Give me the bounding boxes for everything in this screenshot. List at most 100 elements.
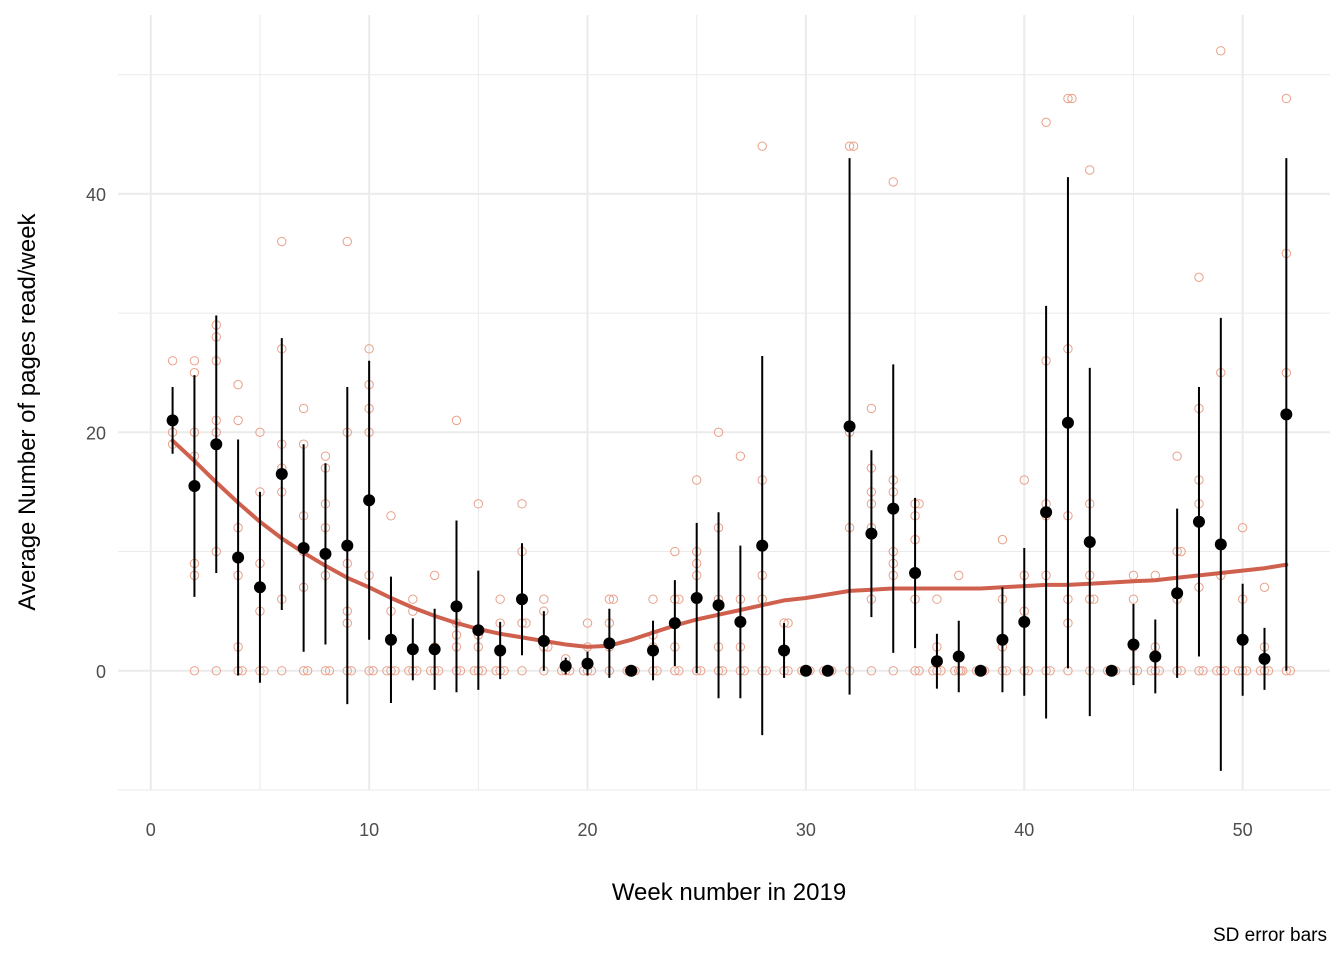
raw-data-point <box>473 499 484 509</box>
y-tick-label: 0 <box>96 662 106 682</box>
x-tick-label: 40 <box>1014 820 1034 840</box>
raw-data-point <box>997 534 1008 545</box>
raw-data-point <box>1198 666 1208 676</box>
raw-data-point <box>539 594 549 604</box>
raw-data-point <box>408 594 418 604</box>
raw-data-point <box>888 177 898 187</box>
mean-point <box>1040 506 1053 519</box>
mean-point <box>647 644 660 657</box>
mean-point <box>734 615 747 628</box>
mean-point <box>1192 515 1205 528</box>
raw-data-point <box>713 427 724 438</box>
raw-data-point <box>298 666 309 676</box>
raw-data-point <box>956 666 966 676</box>
mean-point <box>1280 408 1293 421</box>
raw-data-point <box>1085 165 1095 175</box>
raw-data-point <box>866 403 877 414</box>
mean-point <box>275 468 288 481</box>
raw-data-point <box>735 451 746 461</box>
raw-data-point <box>429 570 440 581</box>
raw-data-point <box>1019 475 1029 485</box>
raw-data-point <box>844 141 855 151</box>
x-tick-label: 30 <box>796 820 816 840</box>
mean-point <box>537 634 550 647</box>
mean-point <box>1083 536 1096 548</box>
raw-data-point <box>582 618 593 628</box>
mean-point <box>450 600 463 613</box>
raw-data-point <box>1063 93 1073 104</box>
raw-data-point <box>255 427 265 438</box>
y-axis-title: Average Number of pages read/week <box>14 212 41 610</box>
mean-point <box>625 664 638 677</box>
raw-data-point <box>1194 666 1204 676</box>
raw-data-point <box>1194 272 1204 283</box>
x-tick-labels: 0 10 20 30 40 50 <box>146 820 1253 840</box>
mean-point <box>996 633 1009 646</box>
raw-data-point <box>848 141 859 151</box>
raw-data-point <box>495 594 505 604</box>
raw-data-point <box>1259 582 1270 593</box>
raw-data-point <box>189 356 200 366</box>
raw-data-point <box>364 344 374 354</box>
mean-point <box>690 592 703 605</box>
raw-data-point <box>167 356 178 366</box>
raw-data-point <box>364 666 374 676</box>
mean-point <box>712 599 725 612</box>
mean-point <box>1018 615 1031 628</box>
raw-data-point <box>451 415 462 426</box>
raw-data-point <box>954 570 964 581</box>
mean-point <box>799 664 812 677</box>
x-axis-title: Week number in 2019 <box>612 879 846 906</box>
raw-data-point <box>910 666 920 676</box>
raw-data-point <box>302 666 313 676</box>
raw-data-point <box>692 475 702 485</box>
mean-point <box>1061 416 1074 429</box>
mean-point <box>1258 652 1271 665</box>
mean-point <box>297 541 310 554</box>
raw-data-point <box>914 666 924 676</box>
raw-data-point <box>1128 594 1139 604</box>
raw-data-point <box>368 666 378 676</box>
mean-point <box>887 502 900 515</box>
raw-data-point <box>386 511 396 521</box>
raw-data-point <box>1172 451 1182 461</box>
raw-data-point <box>888 666 898 676</box>
raw-data-point <box>233 415 243 426</box>
mean-point <box>472 624 485 637</box>
raw-data-point <box>298 403 309 414</box>
raw-data-point <box>189 666 200 676</box>
smooth-trend-line <box>170 438 1289 649</box>
mean-point <box>668 617 681 630</box>
mean-point <box>865 527 878 540</box>
mean-point <box>756 539 769 552</box>
mean-point <box>232 551 245 564</box>
raw-data-point <box>670 546 680 557</box>
mean-point <box>363 494 376 507</box>
mean-point <box>559 660 572 672</box>
raw-data-point <box>277 236 287 247</box>
mean-point <box>930 655 943 668</box>
raw-data-point <box>517 499 527 509</box>
mean-point <box>166 414 179 427</box>
raw-data-point <box>1067 93 1077 104</box>
raw-data-point <box>233 379 243 390</box>
raw-data-point <box>342 236 352 247</box>
raw-data-point <box>1237 522 1248 533</box>
raw-data-point <box>674 666 684 676</box>
mean-point <box>319 547 332 560</box>
error-bars-layer <box>171 158 1288 771</box>
mean-point <box>494 644 507 657</box>
mean-points-layer <box>166 408 1293 677</box>
mean-point <box>1171 587 1184 600</box>
y-tick-label: 40 <box>86 185 106 205</box>
smooth-line-layer <box>170 438 1289 649</box>
raw-data-point <box>932 594 942 604</box>
mean-point <box>210 438 223 451</box>
raw-data-point <box>324 666 335 676</box>
x-tick-label: 20 <box>577 820 597 840</box>
x-tick-label: 0 <box>146 820 156 840</box>
raw-data-point <box>211 666 221 676</box>
mean-point <box>253 581 266 594</box>
mean-point <box>952 650 965 663</box>
y-tick-labels: 0 20 40 <box>86 185 106 682</box>
